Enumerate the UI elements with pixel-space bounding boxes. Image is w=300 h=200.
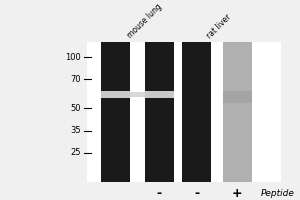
Bar [145, 42, 174, 182]
Text: -: - [157, 187, 162, 200]
Text: +: + [232, 187, 243, 200]
Bar [182, 42, 211, 182]
Text: mouse lung: mouse lung [125, 2, 163, 40]
Bar [130, 92, 145, 97]
Bar [174, 42, 182, 182]
Bar [223, 91, 252, 103]
Bar [87, 42, 281, 182]
Text: Peptide: Peptide [260, 189, 294, 198]
Text: 70: 70 [70, 75, 81, 84]
Bar [130, 42, 145, 182]
Text: -: - [194, 187, 199, 200]
Bar [101, 91, 130, 98]
Bar [101, 42, 130, 182]
Bar [223, 42, 252, 182]
Bar [211, 42, 223, 182]
Text: 50: 50 [70, 104, 81, 113]
Text: rat liver: rat liver [205, 12, 233, 40]
Bar [145, 91, 174, 98]
Text: 35: 35 [70, 126, 81, 135]
Text: 25: 25 [70, 148, 81, 157]
Text: 100: 100 [65, 53, 81, 62]
